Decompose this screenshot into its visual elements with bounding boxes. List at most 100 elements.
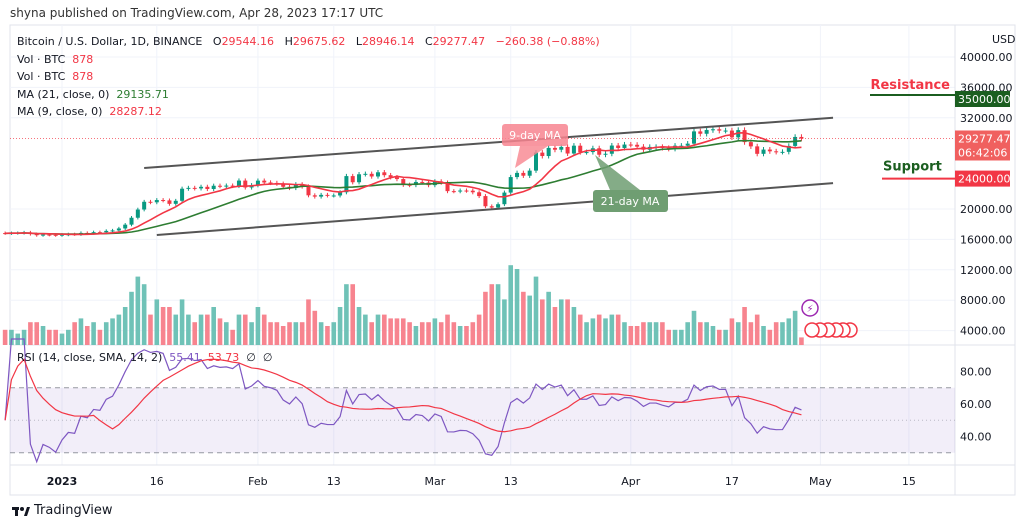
candle[interactable] (723, 130, 728, 132)
candle[interactable] (230, 185, 235, 187)
candle[interactable] (167, 200, 172, 204)
candle[interactable] (293, 184, 298, 189)
candle[interactable] (382, 172, 387, 176)
candle[interactable] (350, 176, 355, 183)
rsi-line[interactable] (4, 338, 802, 464)
candle[interactable] (464, 190, 469, 192)
candle[interactable] (679, 145, 684, 147)
candle[interactable] (47, 234, 52, 236)
candle[interactable] (338, 192, 343, 196)
candle[interactable] (698, 131, 703, 134)
candle[interactable] (129, 217, 134, 225)
candle[interactable] (622, 144, 627, 148)
candle[interactable] (186, 187, 191, 189)
candle[interactable] (192, 187, 197, 189)
candle[interactable] (123, 224, 128, 229)
candle[interactable] (325, 194, 330, 196)
candle[interactable] (799, 136, 804, 139)
candle[interactable] (243, 180, 248, 188)
candle[interactable] (135, 209, 140, 218)
candle[interactable] (199, 186, 204, 189)
candle[interactable] (331, 195, 336, 197)
ma21-callout[interactable] (593, 190, 668, 212)
candle[interactable] (742, 130, 747, 143)
candle[interactable] (148, 201, 153, 203)
ma9-row[interactable]: MA (9, close, 0) 28287.12 (17, 103, 600, 121)
candle[interactable] (578, 145, 583, 153)
candle[interactable] (262, 180, 267, 183)
candle[interactable] (3, 233, 8, 235)
candle[interactable] (154, 200, 159, 203)
candle[interactable] (534, 152, 538, 171)
lightning-event-icon[interactable] (801, 299, 819, 317)
candle[interactable] (97, 232, 102, 234)
candle[interactable] (496, 204, 501, 208)
candle[interactable] (521, 172, 526, 176)
currency-label[interactable]: USD (992, 33, 1016, 46)
candle[interactable] (255, 180, 260, 186)
candle[interactable] (344, 176, 349, 193)
candle[interactable] (306, 186, 311, 196)
candle[interactable] (597, 148, 602, 155)
candle[interactable] (616, 145, 621, 148)
ma9-callout[interactable] (502, 124, 568, 146)
candle[interactable] (710, 129, 715, 131)
candle[interactable] (369, 173, 374, 177)
candle[interactable] (552, 147, 557, 150)
candle[interactable] (635, 144, 640, 147)
candle[interactable] (704, 130, 709, 134)
candle[interactable] (559, 146, 564, 150)
candle[interactable] (767, 149, 772, 152)
candle[interactable] (224, 185, 229, 187)
candle[interactable] (110, 230, 115, 232)
candle[interactable] (628, 144, 633, 146)
economic-event-flag-icon[interactable] (804, 322, 820, 338)
candle[interactable] (236, 180, 241, 186)
candle[interactable] (546, 147, 551, 157)
candle[interactable] (300, 184, 305, 187)
candle[interactable] (53, 234, 58, 236)
candle[interactable] (508, 177, 513, 193)
candle[interactable] (527, 170, 532, 176)
tradingview-logo[interactable]: TradingView (12, 503, 113, 518)
candle[interactable] (565, 146, 570, 154)
candle[interactable] (104, 230, 109, 233)
candle[interactable] (445, 182, 450, 192)
candle[interactable] (357, 174, 362, 183)
candle[interactable] (540, 152, 545, 157)
trend-line[interactable] (144, 116, 834, 169)
candle[interactable] (205, 186, 210, 190)
candle[interactable] (41, 234, 46, 236)
candle[interactable] (281, 183, 286, 187)
candle[interactable] (319, 194, 324, 197)
candle[interactable] (34, 234, 39, 236)
candle[interactable] (761, 149, 766, 154)
candle[interactable] (515, 172, 520, 178)
candle[interactable] (458, 190, 463, 192)
vol-row[interactable]: Vol · BTC 878 (17, 51, 600, 69)
candle[interactable] (451, 191, 456, 193)
candle[interactable] (483, 196, 488, 207)
candle[interactable] (180, 188, 185, 201)
candle[interactable] (142, 201, 147, 210)
candle[interactable] (312, 195, 317, 197)
candle[interactable] (363, 173, 368, 175)
ma21-line[interactable] (5, 139, 802, 235)
candle[interactable] (786, 145, 791, 152)
candle[interactable] (755, 146, 760, 154)
candle[interactable] (489, 206, 494, 208)
candle[interactable] (60, 234, 64, 236)
candle[interactable] (502, 192, 507, 205)
candle[interactable] (685, 143, 690, 146)
candle[interactable] (268, 182, 273, 184)
candle[interactable] (394, 177, 399, 180)
candle[interactable] (774, 151, 779, 153)
candle[interactable] (748, 142, 753, 147)
rsi-sma-line[interactable] (4, 358, 802, 433)
candle[interactable] (603, 153, 608, 155)
candle[interactable] (717, 129, 722, 131)
candle[interactable] (91, 232, 96, 234)
rsi-legend[interactable]: RSI (14, close, SMA, 14, 2) 55.41 53.73 … (17, 351, 272, 364)
symbol-label[interactable]: Bitcoin / U.S. Dollar, 1D, BINANCE (17, 35, 203, 48)
candle[interactable] (407, 184, 412, 186)
